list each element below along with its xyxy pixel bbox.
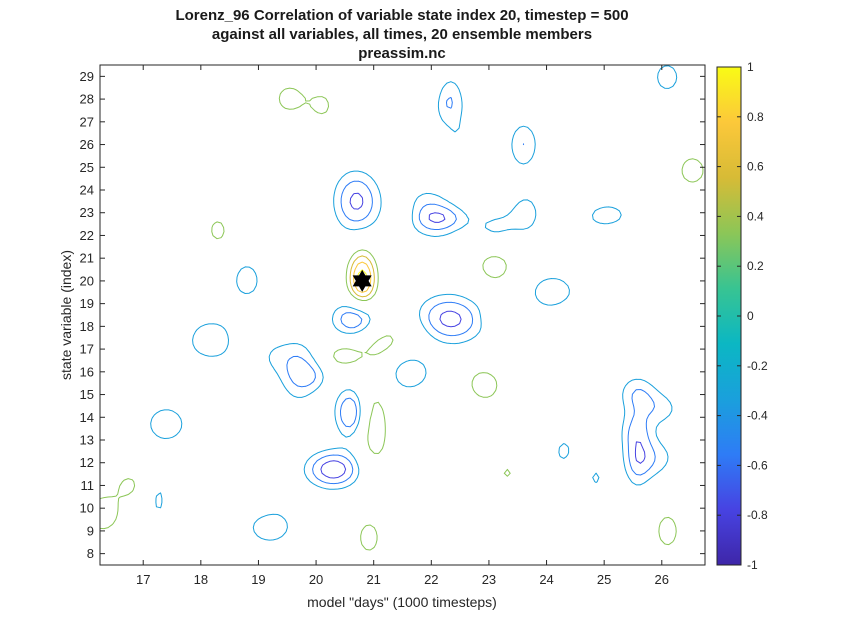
x-tick-label: 25 [597,572,611,587]
y-axis-ticks: 8 9 10 11 12 13 14 15 16 17 18 19 20 21 22 23 24 25 26 27 28… [80,69,705,561]
x-tick-label: 21 [366,572,380,587]
y-tick-label: 10 [80,501,94,516]
plot-frame [99,64,706,566]
y-tick-label: 12 [80,455,94,470]
y-tick-label: 11 [81,478,95,493]
y-tick-label: 17 [80,342,94,357]
contour-level-line [286,97,656,485]
x-tick-label: 19 [251,572,265,587]
x-tick-label: 26 [655,572,669,587]
y-tick-label: 29 [80,69,94,84]
y-axis-label: state variable (index) [58,250,74,380]
colorbar-tick-label: -0.4 [747,409,768,423]
y-tick-label: 26 [80,137,94,152]
contour-lines [100,65,704,551]
colorbar-tick-label: 0.6 [747,160,764,174]
contour-level-line [320,192,646,479]
y-tick-label: 22 [80,228,94,243]
x-tick-label: 17 [136,572,150,587]
reference-point-marker [352,269,372,292]
colorbar-tick-label: 0 [747,309,754,323]
chart-title-line-2: against all variables, all times, 20 ens… [212,26,592,43]
contour-level-line [100,87,704,551]
colorbar-tick-label: -0.6 [747,458,768,472]
x-axis-label: model "days" (1000 timesteps) [307,594,497,610]
y-tick-label: 13 [80,433,94,448]
x-tick-label: 23 [482,572,496,587]
x-tick-label: 24 [539,572,553,587]
contour-level-line [150,65,678,541]
y-tick-label: 19 [80,296,94,311]
y-tick-label: 14 [80,410,94,425]
x-tick-label: 22 [424,572,438,587]
colorbar-ticks: 1 0.8 0.6 0.4 0.2 0 -0.2 -0.4 -0.6 -0.8 -1 [717,60,768,572]
colorbar-tick-label: -0.2 [747,359,768,373]
colorbar-tick-label: 0.4 [747,209,764,223]
x-tick-label: 20 [309,572,323,587]
y-tick-label: 18 [80,319,94,334]
marker-layer [352,269,372,292]
contour-level-line [349,255,375,298]
y-tick-label: 21 [80,251,94,266]
x-axis-ticks: 17 18 19 20 21 22 23 24 25 26 [136,65,669,587]
y-tick-label: 25 [80,160,94,175]
y-tick-label: 16 [80,364,94,379]
colorbar-tick-label: -0.8 [747,508,768,522]
chart-title-line-3: preassim.nc [358,45,446,62]
y-tick-label: 28 [80,92,94,107]
colorbar-tick-label: -1 [747,558,758,572]
y-tick-label: 24 [80,183,94,198]
y-tick-label: 23 [80,205,94,220]
y-tick-label: 20 [80,273,94,288]
plot-area [100,65,705,565]
colorbar-tick-label: 1 [747,60,754,74]
colorbar-tick-label: 0.8 [747,110,764,124]
x-tick-label: 18 [194,572,208,587]
chart-title-line-1: Lorenz_96 Correlation of variable state … [175,7,628,24]
y-tick-label: 15 [80,387,94,402]
colorbar-tick-label: 0.2 [747,259,764,273]
y-tick-label: 27 [80,114,94,129]
y-tick-label: 9 [87,523,94,538]
y-tick-label: 8 [87,546,94,561]
